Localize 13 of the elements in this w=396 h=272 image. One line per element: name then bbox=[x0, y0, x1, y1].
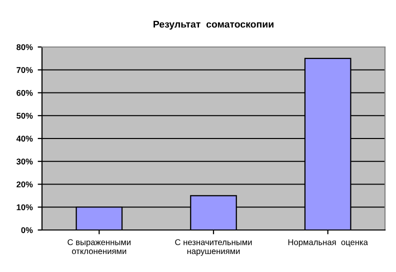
chart-title: Результат соматоскопии bbox=[154, 20, 274, 30]
y-tick-label: 30% bbox=[16, 158, 33, 164]
x-tick-label: Нормальная оценка bbox=[288, 239, 368, 247]
y-tick-label: 80% bbox=[16, 44, 33, 50]
y-tick-label: 60% bbox=[16, 90, 33, 96]
y-tick-label: 20% bbox=[16, 181, 33, 188]
x-tick-label: С незначительными нарушениями bbox=[175, 239, 252, 256]
y-tick-label: 0% bbox=[21, 227, 33, 234]
x-tick-label: С выраженными отклонениями bbox=[68, 239, 130, 254]
y-tick-label: 70% bbox=[16, 67, 33, 73]
y-tick-label: 10% bbox=[16, 204, 33, 210]
y-tick-label: 40% bbox=[16, 136, 33, 142]
y-tick-label: 50% bbox=[16, 112, 33, 119]
